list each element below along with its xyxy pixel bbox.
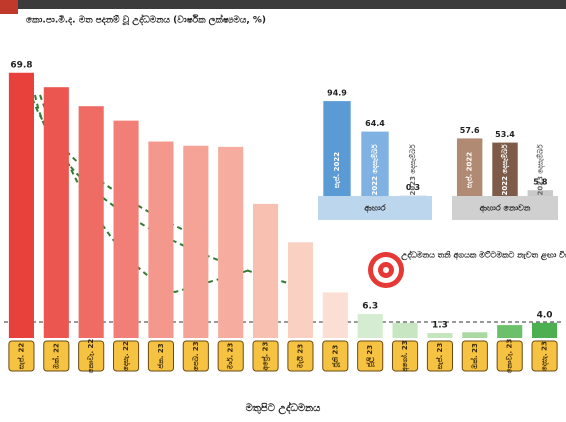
x-tick-label: ජූලි 23 xyxy=(366,345,375,368)
x-tick-label: ඔක්. 22 xyxy=(52,343,60,369)
x-tick-label: නොවැ. 23 xyxy=(506,339,514,374)
bar xyxy=(497,325,522,338)
x-tick-label: දෙසැ. 23 xyxy=(541,341,550,371)
chart: කො.පා.මි.ද. මත පදනම් වූ උද්ධමනය (වාර්ෂික… xyxy=(0,0,566,418)
x-axis-label: මතුපිට උද්ධමනය xyxy=(246,401,322,415)
x-tick-label: මාර්. 23 xyxy=(227,343,235,370)
group-label: ආහාර නොවන xyxy=(480,203,531,214)
bar xyxy=(358,314,383,338)
chart-title: කො.පා.මි.ද. මත පදනම් වූ උද්ධමනය (වාර්ෂික… xyxy=(26,13,266,26)
x-tick-label: ඔක්. 23 xyxy=(471,343,479,369)
x-tick-label: සැප්. 22 xyxy=(17,343,25,370)
x-tick-label: පෙබ. 23 xyxy=(192,341,200,370)
bar xyxy=(323,292,348,338)
bar xyxy=(393,323,418,338)
value-label: 57.6 xyxy=(460,126,480,135)
value-label: 1.3 xyxy=(432,321,448,331)
value-label: 6.3 xyxy=(362,302,378,312)
bar-label: 2022 දෙසැම්බර් xyxy=(501,144,510,196)
bar-label: 2022 දෙසැම්බර් xyxy=(371,144,380,196)
value-label: 69.8 xyxy=(10,60,32,70)
bar-label: සැප්. 2022 xyxy=(466,152,474,188)
group-label: ආහාර xyxy=(364,204,385,214)
x-tick-label: දෙසැ. 22 xyxy=(122,341,131,371)
bar-label: 2023 දෙසැම්බර් xyxy=(536,144,545,196)
x-tick-label: අප්‍රේ. 23 xyxy=(261,342,270,371)
value-label: 64.4 xyxy=(365,119,385,128)
annotation: උද්ධමනය තනි අගයක මට්ටමකට නැවත ළඟා විය xyxy=(401,249,566,261)
value-label: 94.9 xyxy=(327,89,347,98)
x-tick-label: සැප්. 23 xyxy=(436,343,444,370)
x-tick-label: මැයි 23 xyxy=(296,344,304,368)
bar xyxy=(218,147,243,338)
header-bar xyxy=(0,0,566,9)
bar xyxy=(183,146,208,338)
x-tick-label: අගෝ. 23 xyxy=(401,340,410,371)
x-tick-label: නොවැ. 22 xyxy=(87,339,95,374)
bar xyxy=(44,87,69,338)
bar xyxy=(253,204,278,338)
bar xyxy=(148,142,173,338)
x-tick-label: ජන. 23 xyxy=(157,343,165,368)
x-tick-label: ජූනි 23 xyxy=(331,345,340,368)
bar-label: 2023 දෙසැම්බර් xyxy=(409,144,418,196)
value-label: 4.0 xyxy=(537,310,553,320)
bar xyxy=(9,73,34,338)
target-icon xyxy=(368,252,404,288)
bar xyxy=(532,323,557,338)
bar xyxy=(462,332,487,338)
bar xyxy=(288,242,313,338)
bar xyxy=(427,333,452,338)
value-label: 53.4 xyxy=(495,130,515,139)
bar xyxy=(114,121,139,338)
bar-label: සැප්. 2022 xyxy=(333,152,341,188)
bar xyxy=(79,106,104,338)
header-mark xyxy=(0,0,18,14)
